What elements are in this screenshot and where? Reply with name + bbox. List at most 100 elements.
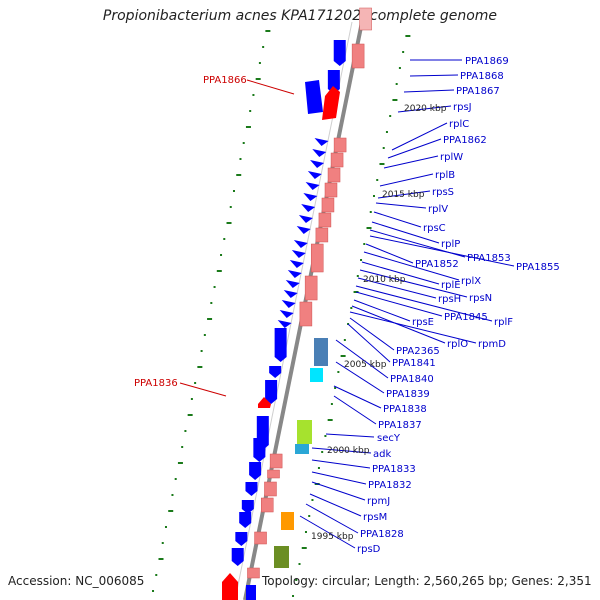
ruler-tick: 1995 kbp: [311, 532, 354, 542]
feature-block: [310, 368, 323, 382]
gene-label[interactable]: rpsH: [438, 294, 461, 305]
feature-block: [281, 512, 294, 530]
label-leader-line: [325, 433, 375, 438]
gc-dot: [220, 254, 223, 256]
label-leader-line: [365, 243, 414, 264]
feature-block: [314, 338, 328, 366]
gc-dot: [168, 510, 174, 512]
gc-dot: [194, 382, 197, 384]
reverse-cds-chevron: [305, 182, 320, 190]
label-leader-line: [409, 74, 459, 77]
gene-label[interactable]: PPA1838: [383, 404, 427, 415]
gc-dot: [330, 403, 333, 405]
gc-dot: [379, 163, 385, 165]
gene-label-left[interactable]: PPA1866: [203, 75, 247, 86]
feature-block: [274, 546, 289, 568]
gene-label[interactable]: rplV: [428, 204, 448, 215]
reverse-cds-arrow: [245, 482, 258, 496]
label-leader-line: [397, 105, 452, 113]
gene-label[interactable]: rpsN: [469, 293, 492, 304]
feature-block: [324, 182, 338, 198]
gene-label[interactable]: rpsM: [363, 512, 387, 523]
feature-block: [333, 137, 347, 153]
gc-dot: [292, 595, 295, 597]
gc-dot: [317, 467, 320, 469]
gene-label[interactable]: rpmJ: [367, 496, 390, 507]
gene-label[interactable]: rpmD: [478, 339, 506, 350]
gene-label[interactable]: rpsS: [432, 187, 454, 198]
gene-label[interactable]: rpsD: [357, 544, 381, 555]
gc-dot: [210, 302, 213, 304]
gc-dot: [171, 494, 174, 496]
gc-dot: [232, 190, 235, 192]
label-leader-line: [353, 299, 411, 322]
gene-label[interactable]: rpsJ: [453, 102, 472, 113]
reverse-cds-chevron: [289, 260, 304, 268]
label-leader-line: [375, 202, 427, 209]
gene-label[interactable]: PPA1855: [516, 262, 560, 273]
gene-label[interactable]: PPA1833: [372, 464, 416, 475]
gene-label[interactable]: PPA1840: [390, 374, 434, 385]
gene-label[interactable]: secY: [377, 433, 401, 444]
gene-label[interactable]: rplO: [447, 339, 468, 350]
gc-dot: [385, 131, 388, 133]
reverse-cds-arrow: [253, 438, 266, 462]
feature-block: [299, 301, 313, 327]
label-leader-line: [373, 211, 422, 228]
gc-dot: [334, 387, 337, 389]
gene-label[interactable]: PPA1853: [467, 253, 511, 264]
gc-dot: [245, 126, 251, 128]
gc-dot: [203, 334, 206, 336]
reverse-cds-arrow: [305, 80, 323, 114]
gene-label-left[interactable]: PPA1836: [134, 378, 178, 389]
reverse-cds-arrow: [249, 462, 262, 480]
gene-label[interactable]: PPA1841: [392, 358, 436, 369]
gc-dot: [311, 499, 314, 501]
gene-label[interactable]: PPA1869: [465, 56, 509, 67]
gc-dot: [324, 435, 327, 437]
gene-label[interactable]: rplP: [441, 239, 460, 250]
gc-dot: [158, 558, 164, 560]
gc-dot: [402, 51, 405, 53]
feature-block: [359, 7, 372, 31]
gene-label[interactable]: PPA2365: [396, 346, 440, 357]
gc-dot: [405, 35, 411, 37]
reverse-cds-chevron: [287, 270, 302, 278]
feature-block: [330, 152, 344, 168]
gc-dot: [372, 195, 375, 197]
gc-dot: [308, 515, 311, 517]
ruler-tick: 2000 kbp: [327, 446, 370, 456]
gene-label[interactable]: adk: [373, 449, 391, 460]
gene-label[interactable]: rplF: [494, 317, 513, 328]
reverse-cds-chevron: [303, 193, 318, 201]
gene-label[interactable]: PPA1868: [460, 71, 504, 82]
gene-label[interactable]: PPA1837: [378, 420, 422, 431]
gene-label[interactable]: rpsC: [423, 223, 446, 234]
gene-label[interactable]: PPA1828: [360, 529, 404, 540]
gene-label[interactable]: rplE: [441, 280, 461, 291]
reverse-cds-chevron: [301, 204, 316, 212]
feature-block: [310, 243, 324, 273]
label-leader-line: [347, 323, 391, 363]
gene-label[interactable]: rplX: [461, 276, 481, 287]
gene-label[interactable]: PPA1832: [368, 480, 412, 491]
gc-dot: [236, 174, 242, 176]
gc-dot: [356, 275, 359, 277]
gc-dot: [265, 30, 271, 32]
gene-label[interactable]: rplC: [449, 119, 469, 130]
label-leader-line: [363, 251, 460, 281]
label-leader-line: [391, 122, 448, 151]
gene-label[interactable]: rplB: [435, 170, 455, 181]
gene-label[interactable]: PPA1867: [456, 86, 500, 97]
label-leader-line: [311, 459, 371, 469]
gene-label[interactable]: PPA1852: [415, 259, 459, 270]
gc-dot: [340, 355, 346, 357]
label-leader-line: [311, 471, 367, 485]
gene-label[interactable]: PPA1862: [443, 135, 487, 146]
gene-label[interactable]: rplW: [440, 152, 463, 163]
gene-label[interactable]: PPA1839: [386, 389, 430, 400]
label-leader-line: [357, 277, 437, 299]
gene-label[interactable]: PPA1845: [444, 312, 488, 323]
gene-label[interactable]: rpsE: [412, 317, 434, 328]
